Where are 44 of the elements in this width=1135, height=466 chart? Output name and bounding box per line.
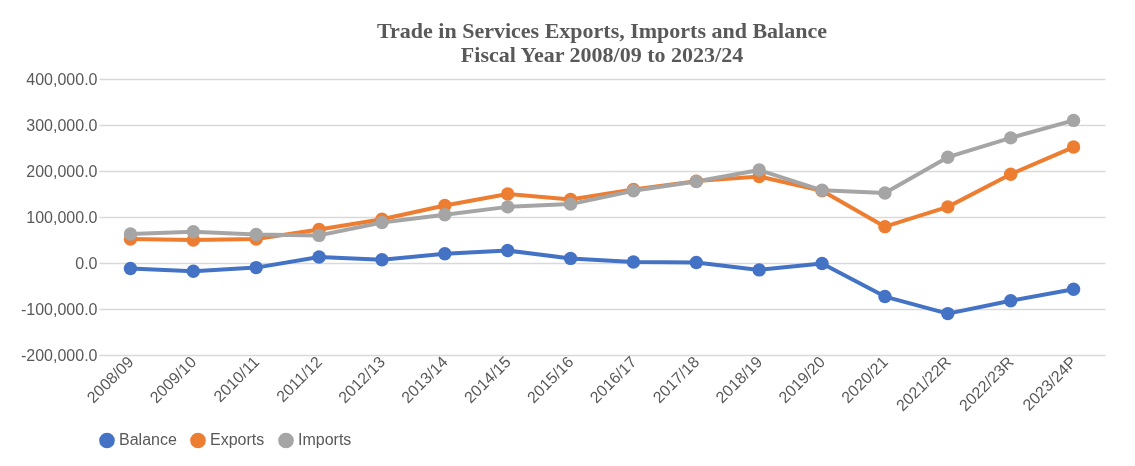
point	[878, 186, 892, 200]
point	[438, 247, 452, 261]
point	[626, 255, 641, 269]
point	[1066, 140, 1081, 154]
point	[563, 197, 578, 211]
point	[1003, 131, 1018, 145]
point	[878, 289, 892, 304]
point	[500, 187, 515, 201]
point	[375, 215, 389, 230]
point	[375, 253, 389, 267]
y-tick-label: 100,000.0	[26, 208, 98, 226]
point	[438, 208, 452, 222]
point	[312, 250, 326, 264]
y-tick-label: 0.0	[75, 254, 98, 272]
point	[752, 163, 766, 177]
point	[815, 256, 829, 271]
point	[249, 260, 263, 275]
point	[941, 150, 955, 164]
y-tick-label: 400,000.0	[26, 70, 98, 88]
point	[752, 263, 766, 277]
point	[1003, 294, 1018, 308]
y-tick-label: 300,000.0	[26, 116, 98, 134]
point	[1066, 282, 1081, 296]
point	[878, 219, 892, 234]
point	[563, 251, 578, 266]
point	[123, 261, 138, 276]
y-tick-label: 200,000.0	[26, 162, 98, 180]
point	[186, 264, 201, 278]
legend-label: Exports	[210, 431, 265, 449]
point	[941, 200, 955, 214]
point	[689, 255, 704, 270]
point	[249, 227, 263, 242]
legend-label: Imports	[298, 431, 352, 449]
point	[941, 306, 955, 321]
point	[186, 225, 201, 239]
point	[312, 228, 326, 243]
point	[500, 200, 515, 214]
y-tick-label: -100,000.0	[20, 300, 98, 318]
legend-label: Balance	[119, 431, 177, 449]
point	[123, 227, 138, 241]
point	[1003, 167, 1018, 181]
chart-title: Trade in Services Exports, Imports and Balance Fiscal Year 2008/09 to 2023/24	[377, 18, 828, 67]
point	[500, 243, 515, 258]
point	[1066, 113, 1081, 128]
